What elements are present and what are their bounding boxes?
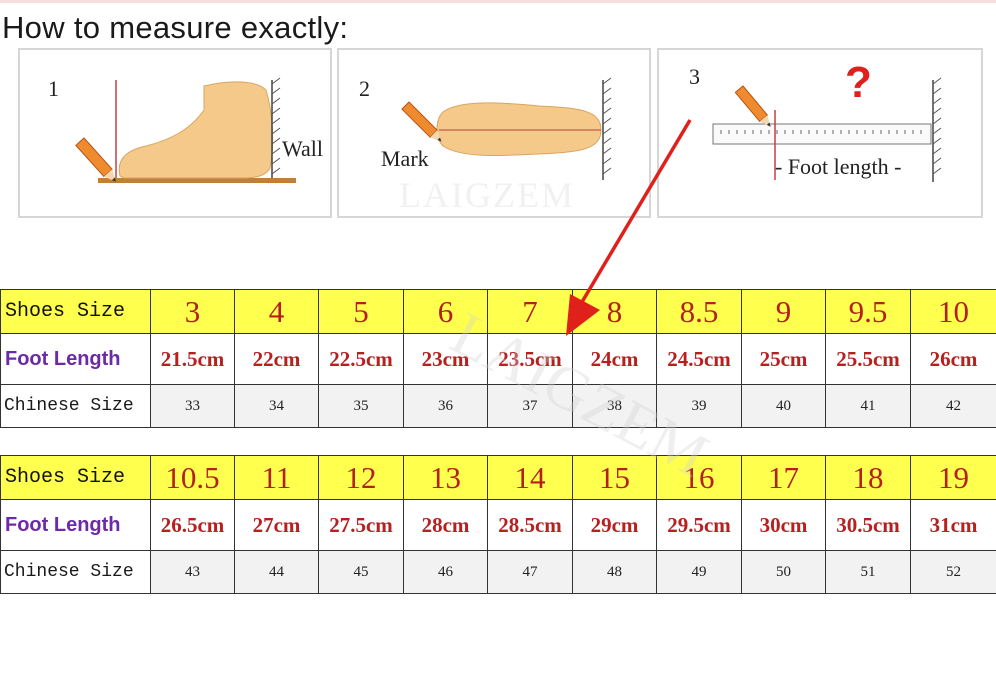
chinese-size-row: Chinese Size 43 44 45 46 47 48 49 50 51 … [0,550,996,594]
foot-length-cell: 26.5cm [150,499,235,551]
pencil-icon [75,137,117,182]
step-3-panel: 3 ? - Foot length - [657,48,983,218]
row-header: Chinese Size [0,550,151,594]
shoe-size-cell: 6 [403,289,488,334]
wall-label: Wall [282,136,323,161]
shoe-size-cell: 5 [318,289,404,334]
chinese-size-cell: 45 [318,550,404,594]
shoe-size-cell: 19 [910,455,996,500]
row-header: Shoes Size [0,289,151,334]
chinese-size-cell: 51 [825,550,911,594]
watermark: LAIGZEM [399,175,575,215]
shoe-size-cell: 4 [234,289,319,334]
chinese-size-cell: 38 [572,384,657,428]
chinese-size-cell: 52 [910,550,996,594]
foot-length-cell: 21.5cm [150,333,235,385]
shoes-size-row: Shoes Size 10.5 11 12 13 14 15 16 17 18 … [0,455,996,500]
chinese-size-cell: 36 [403,384,488,428]
shoe-size-cell: 3 [150,289,235,334]
foot-length-cell: 24cm [572,333,657,385]
pencil-icon [734,85,771,127]
chinese-size-row: Chinese Size 33 34 35 36 37 38 39 40 41 … [0,384,996,428]
mark-label: Mark [381,146,429,171]
shoe-size-cell: 17 [741,455,826,500]
chinese-size-cell: 35 [318,384,404,428]
step-number: 2 [359,76,370,101]
size-table-2: Shoes Size 10.5 11 12 13 14 15 16 17 18 … [0,455,996,594]
foot-length-cell: 27cm [234,499,319,551]
foot-against-wall-illustration [75,77,296,183]
pencil-icon [401,101,442,142]
shoe-size-cell: 12 [318,455,404,500]
shoe-size-cell: 14 [487,455,573,500]
foot-length-cell: 25cm [741,333,826,385]
shoe-size-cell: 8.5 [656,289,742,334]
chinese-size-cell: 33 [150,384,235,428]
chinese-size-cell: 34 [234,384,319,428]
row-header: Foot Length [0,499,151,551]
shoe-size-cell: 8 [572,289,657,334]
shoe-size-cell: 18 [825,455,911,500]
chinese-size-cell: 47 [487,550,573,594]
shoe-size-cell: 10.5 [150,455,235,500]
foot-length-cell: 30.5cm [825,499,911,551]
foot-length-cell: 22cm [234,333,319,385]
step-2-panel: 2 Mark LAIGZEM [337,48,651,218]
shoe-size-cell: 10 [910,289,996,334]
foot-length-row: Foot Length 26.5cm 27cm 27.5cm 28cm 28.5… [0,499,996,551]
foot-length-cell: 29.5cm [656,499,742,551]
foot-length-cell: 25.5cm [825,333,911,385]
foot-length-cell: 22.5cm [318,333,404,385]
top-border [0,0,996,3]
shoe-size-cell: 9 [741,289,826,334]
chinese-size-cell: 39 [656,384,742,428]
foot-length-cell: 23cm [403,333,488,385]
shoe-size-cell: 13 [403,455,488,500]
chinese-size-cell: 44 [234,550,319,594]
foot-length-cell: 29cm [572,499,657,551]
foot-length-cell: 24.5cm [656,333,742,385]
row-header: Shoes Size [0,455,151,500]
foot-length-cell: 30cm [741,499,826,551]
foot-length-label: - Foot length - [775,154,902,179]
row-header: Chinese Size [0,384,151,428]
chinese-size-cell: 50 [741,550,826,594]
shoe-size-cell: 9.5 [825,289,911,334]
row-header: Foot Length [0,333,151,385]
chinese-size-cell: 46 [403,550,488,594]
foot-length-row: Foot Length 21.5cm 22cm 22.5cm 23cm 23.5… [0,333,996,385]
foot-length-cell: 27.5cm [318,499,404,551]
chinese-size-cell: 37 [487,384,573,428]
foot-length-cell: 28.5cm [487,499,573,551]
foot-length-cell: 23.5cm [487,333,573,385]
foot-length-cell: 26cm [910,333,996,385]
question-mark-icon: ? [845,58,872,107]
shoe-size-cell: 11 [234,455,319,500]
step-number: 3 [689,64,700,89]
chinese-size-cell: 41 [825,384,911,428]
shoe-size-cell: 16 [656,455,742,500]
ruler-illustration [712,77,942,182]
chinese-size-cell: 40 [741,384,826,428]
chinese-size-cell: 48 [572,550,657,594]
step-1-panel: 1 Wall [18,48,332,218]
step-number: 1 [48,76,59,101]
foot-length-cell: 31cm [910,499,996,551]
foot-length-cell: 28cm [403,499,488,551]
chinese-size-cell: 42 [910,384,996,428]
chinese-size-cell: 43 [150,550,235,594]
page-title: How to measure exactly: [2,10,349,45]
chinese-size-cell: 49 [656,550,742,594]
